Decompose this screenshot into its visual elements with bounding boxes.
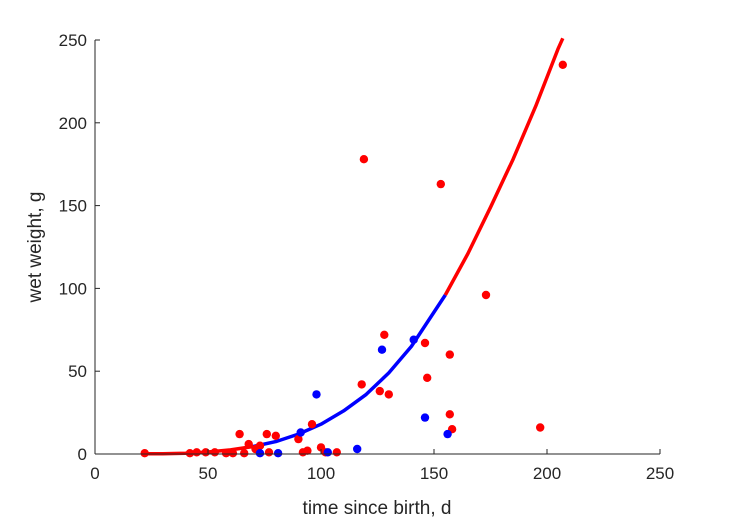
fit-curve-segment bbox=[252, 294, 447, 449]
red-data-point bbox=[244, 439, 253, 449]
red-data-point bbox=[294, 434, 303, 444]
y-tick-label: 150 bbox=[59, 197, 87, 216]
blue-data-point bbox=[296, 428, 305, 437]
blue-data-point bbox=[420, 413, 430, 422]
red-data-point bbox=[235, 429, 244, 439]
red-data-point bbox=[210, 448, 219, 457]
red-data-point bbox=[384, 390, 393, 399]
x-tick-label: 100 bbox=[307, 464, 335, 483]
red-data-point bbox=[221, 449, 231, 458]
red-data-point bbox=[436, 179, 445, 189]
red-data-point bbox=[357, 380, 366, 389]
y-tick-label: 0 bbox=[78, 445, 87, 464]
x-tick-label: 200 bbox=[533, 464, 561, 483]
red-data-point bbox=[420, 338, 430, 348]
axes bbox=[94, 40, 660, 455]
y-axis-label: wet weight, g bbox=[25, 192, 46, 304]
red-data-point bbox=[359, 155, 369, 164]
red-data-point bbox=[445, 410, 454, 419]
red-data-point bbox=[307, 420, 317, 429]
blue-data-point bbox=[409, 335, 418, 344]
red-data-point bbox=[264, 448, 274, 457]
x-tick-label: 50 bbox=[199, 464, 218, 483]
red-data-point bbox=[303, 446, 312, 455]
blue-data-point bbox=[353, 444, 362, 454]
blue-data-point bbox=[323, 448, 332, 457]
x-ticks: 0 50 100 150 200 250 bbox=[90, 449, 674, 483]
blue-data-point bbox=[443, 429, 452, 439]
y-tick-label: 50 bbox=[68, 362, 87, 381]
x-tick-label: 250 bbox=[646, 464, 674, 483]
red-data-point bbox=[481, 290, 491, 300]
red-data-point bbox=[445, 350, 454, 359]
fit-curve-segment bbox=[443, 37, 565, 296]
red-data-point bbox=[185, 449, 195, 458]
red-data-point bbox=[271, 431, 280, 440]
data-points bbox=[140, 60, 567, 458]
y-tick-label: 250 bbox=[59, 31, 87, 50]
red-data-point bbox=[380, 330, 389, 339]
y-tick-label: 200 bbox=[59, 114, 87, 133]
red-data-point bbox=[201, 448, 210, 457]
blue-data-point bbox=[255, 449, 265, 458]
x-axis-label: time since birth, d bbox=[303, 498, 452, 519]
fit-curves bbox=[144, 37, 565, 456]
blue-data-point bbox=[273, 449, 283, 458]
red-data-point bbox=[228, 449, 238, 458]
y-tick-label: 100 bbox=[59, 279, 87, 298]
red-data-point bbox=[262, 429, 271, 439]
blue-data-point bbox=[312, 390, 321, 399]
red-data-point bbox=[192, 448, 201, 457]
red-data-point bbox=[375, 386, 384, 396]
red-data-point bbox=[140, 449, 149, 458]
red-data-point bbox=[255, 441, 265, 450]
red-data-point bbox=[240, 449, 249, 458]
x-tick-label: 150 bbox=[420, 464, 448, 483]
red-data-point bbox=[423, 373, 432, 382]
blue-data-point bbox=[377, 345, 387, 354]
red-data-point bbox=[558, 60, 567, 69]
x-tick-label: 0 bbox=[90, 464, 99, 483]
y-ticks: 0 50 100 150 200 250 bbox=[59, 31, 100, 464]
red-data-point bbox=[536, 423, 545, 432]
red-data-point bbox=[332, 448, 341, 457]
